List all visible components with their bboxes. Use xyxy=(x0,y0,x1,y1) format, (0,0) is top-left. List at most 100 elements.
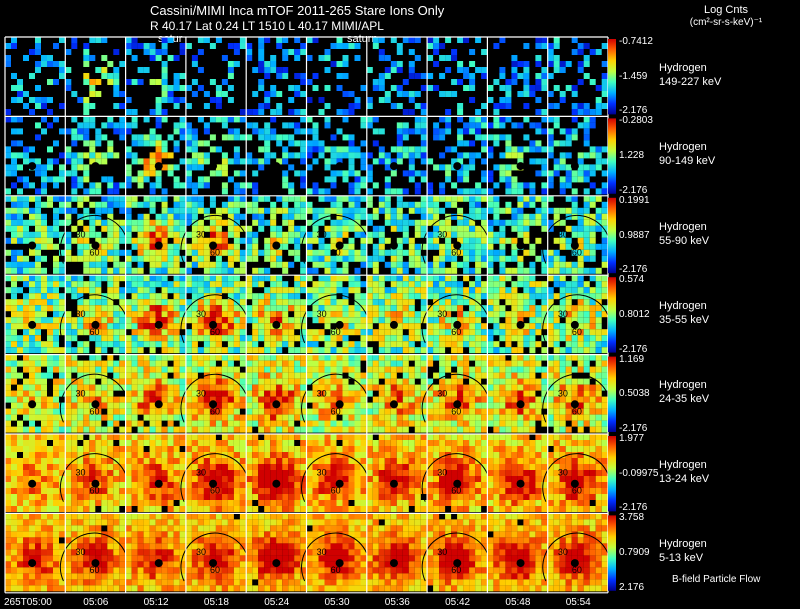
flux-pixel xyxy=(330,182,337,189)
flux-pixel xyxy=(583,188,590,195)
flux-pixel xyxy=(77,275,84,282)
flux-pixel xyxy=(29,73,35,79)
flux-pixel xyxy=(384,299,391,306)
flux-pixel xyxy=(95,128,102,135)
flux-pixel xyxy=(119,482,126,488)
flux-pixel xyxy=(173,176,180,183)
flux-pixel xyxy=(258,299,265,306)
flux-pixel xyxy=(239,281,246,288)
flux-pixel xyxy=(565,243,572,250)
flux-pixel xyxy=(433,201,440,208)
flux-pixel xyxy=(360,317,367,324)
flux-pixel xyxy=(227,317,234,324)
flux-pixel xyxy=(366,219,373,226)
flux-pixel xyxy=(29,500,35,506)
flux-pixel xyxy=(161,470,168,476)
flux-pixel xyxy=(233,61,240,67)
flux-pixel xyxy=(47,317,53,324)
flux-pixel xyxy=(571,311,578,318)
flux-pixel xyxy=(113,464,120,470)
flux-pixel xyxy=(348,207,355,214)
flux-pixel xyxy=(306,267,313,274)
flux-pixel xyxy=(221,311,228,318)
flux-pixel xyxy=(264,354,271,361)
flux-pixel xyxy=(203,249,210,256)
flux-pixel xyxy=(475,390,482,397)
flux-pixel xyxy=(348,420,355,427)
flux-pixel xyxy=(107,390,114,397)
flux-pixel xyxy=(95,426,102,433)
flux-pixel xyxy=(463,335,470,342)
flux-pixel xyxy=(185,182,192,189)
flux-pixel xyxy=(408,305,415,312)
flux-pixel xyxy=(71,384,78,391)
flux-pixel xyxy=(101,414,108,421)
flux-pixel xyxy=(252,354,259,361)
flux-pixel xyxy=(384,182,391,189)
flux-pixel xyxy=(571,293,578,300)
flux-pixel xyxy=(475,323,482,330)
flux-pixel xyxy=(191,366,198,373)
flux-pixel xyxy=(366,103,373,109)
flux-pixel xyxy=(402,275,409,282)
flux-pixel xyxy=(264,390,271,397)
flux-pixel xyxy=(137,311,144,318)
flux-pixel xyxy=(559,396,566,403)
flux-pixel xyxy=(65,195,72,202)
flux-pixel xyxy=(565,140,572,147)
flux-pixel xyxy=(294,426,301,433)
flux-pixel xyxy=(77,452,84,458)
flux-pixel xyxy=(481,347,488,354)
flux-pixel xyxy=(227,414,234,421)
flux-pixel xyxy=(173,299,180,306)
flux-pixel xyxy=(215,91,222,97)
flux-pixel xyxy=(197,293,204,300)
flux-pixel xyxy=(601,275,608,282)
flux-pixel xyxy=(457,67,464,73)
flux-pixel xyxy=(71,458,78,464)
flux-pixel xyxy=(161,109,168,115)
flux-pixel xyxy=(258,103,265,109)
flux-pixel xyxy=(481,360,488,367)
flux-pixel xyxy=(131,109,138,115)
flux-pixel xyxy=(294,293,301,300)
flux-pixel xyxy=(173,323,180,330)
flux-pixel xyxy=(137,500,144,506)
flux-pixel xyxy=(420,140,427,147)
flux-pixel xyxy=(179,281,186,288)
flux-pixel xyxy=(41,275,47,282)
flux-pixel xyxy=(119,231,126,238)
flux-pixel xyxy=(65,311,72,318)
flux-pixel xyxy=(559,267,566,274)
flux-pixel xyxy=(433,317,440,324)
flux-pixel xyxy=(161,299,168,306)
flux-pixel xyxy=(420,231,427,238)
flux-pixel xyxy=(276,225,283,232)
flux-pixel xyxy=(17,482,23,488)
flux-pixel xyxy=(493,213,500,220)
pixel-grid xyxy=(5,37,608,592)
flux-pixel xyxy=(101,219,108,226)
colorbar-units-title: Log Cnts xyxy=(703,4,749,16)
flux-pixel xyxy=(5,329,11,336)
flux-pixel xyxy=(89,213,96,220)
flux-pixel xyxy=(396,360,403,367)
flux-pixel xyxy=(324,225,331,232)
flux-pixel xyxy=(215,146,222,153)
flux-pixel xyxy=(493,396,500,403)
flux-pixel xyxy=(589,396,596,403)
flux-pixel xyxy=(191,152,198,159)
flux-pixel xyxy=(487,261,494,268)
flux-pixel xyxy=(565,323,572,330)
flux-pixel xyxy=(288,85,295,91)
flux-pixel xyxy=(179,85,186,91)
flux-pixel xyxy=(179,49,186,55)
flux-pixel xyxy=(366,213,373,220)
flux-pixel xyxy=(17,494,23,500)
flux-pixel xyxy=(439,225,446,232)
flux-pixel xyxy=(83,255,90,262)
flux-pixel xyxy=(384,329,391,336)
flux-pixel xyxy=(179,201,186,208)
flux-pixel xyxy=(155,281,162,288)
flux-pixel xyxy=(312,249,319,256)
